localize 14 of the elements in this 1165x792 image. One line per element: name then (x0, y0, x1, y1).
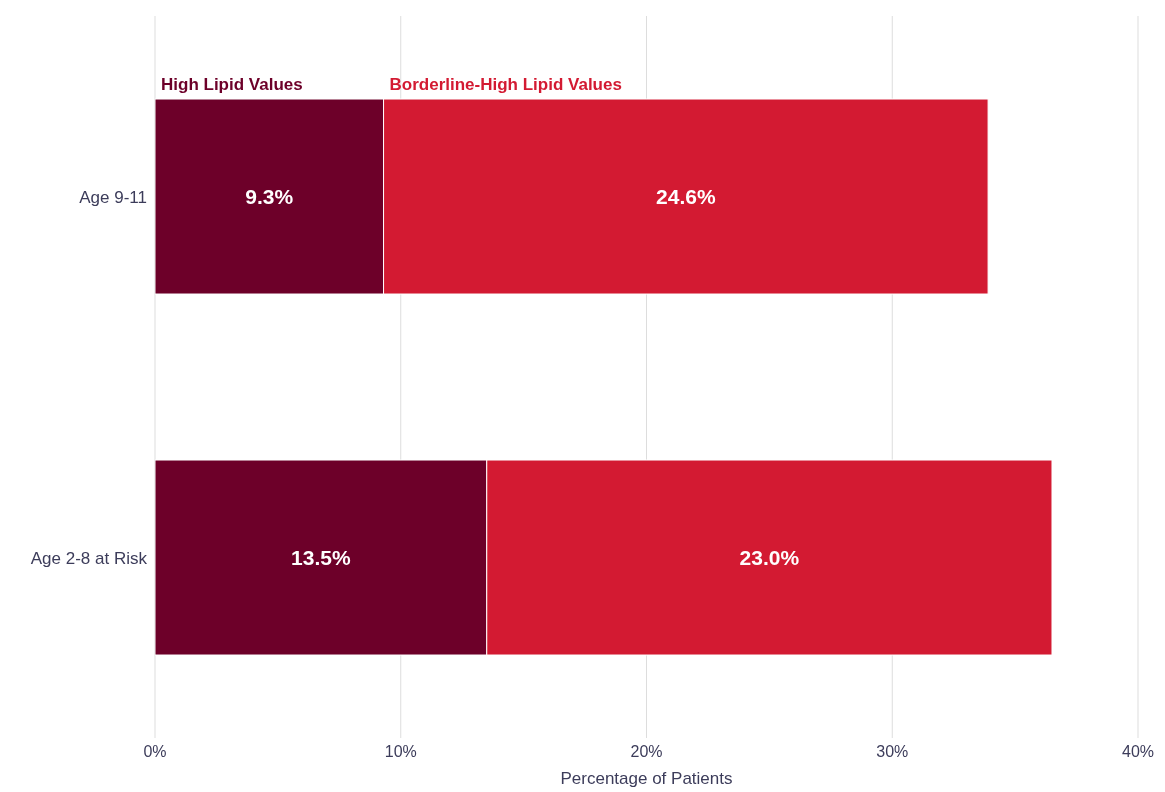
x-axis-title: Percentage of Patients (560, 769, 733, 788)
series-label: High Lipid Values (161, 75, 303, 95)
x-tick-label: 40% (1121, 743, 1155, 761)
data-label: 24.6% (656, 185, 716, 209)
y-tick-label: Age 2-8 at Risk (30, 548, 148, 568)
series-label: Borderline-High Lipid Values (389, 75, 622, 95)
x-tick-label: 10% (384, 743, 417, 761)
x-tick-label: 30% (876, 743, 909, 761)
data-label: 13.5% (291, 546, 351, 570)
x-tick-label: 0% (143, 743, 167, 761)
data-label: 9.3% (245, 185, 294, 209)
data-label: 23.0% (739, 546, 800, 570)
x-tick-label: 20% (630, 743, 663, 761)
y-tick-label: Age 9-11 (79, 187, 147, 207)
